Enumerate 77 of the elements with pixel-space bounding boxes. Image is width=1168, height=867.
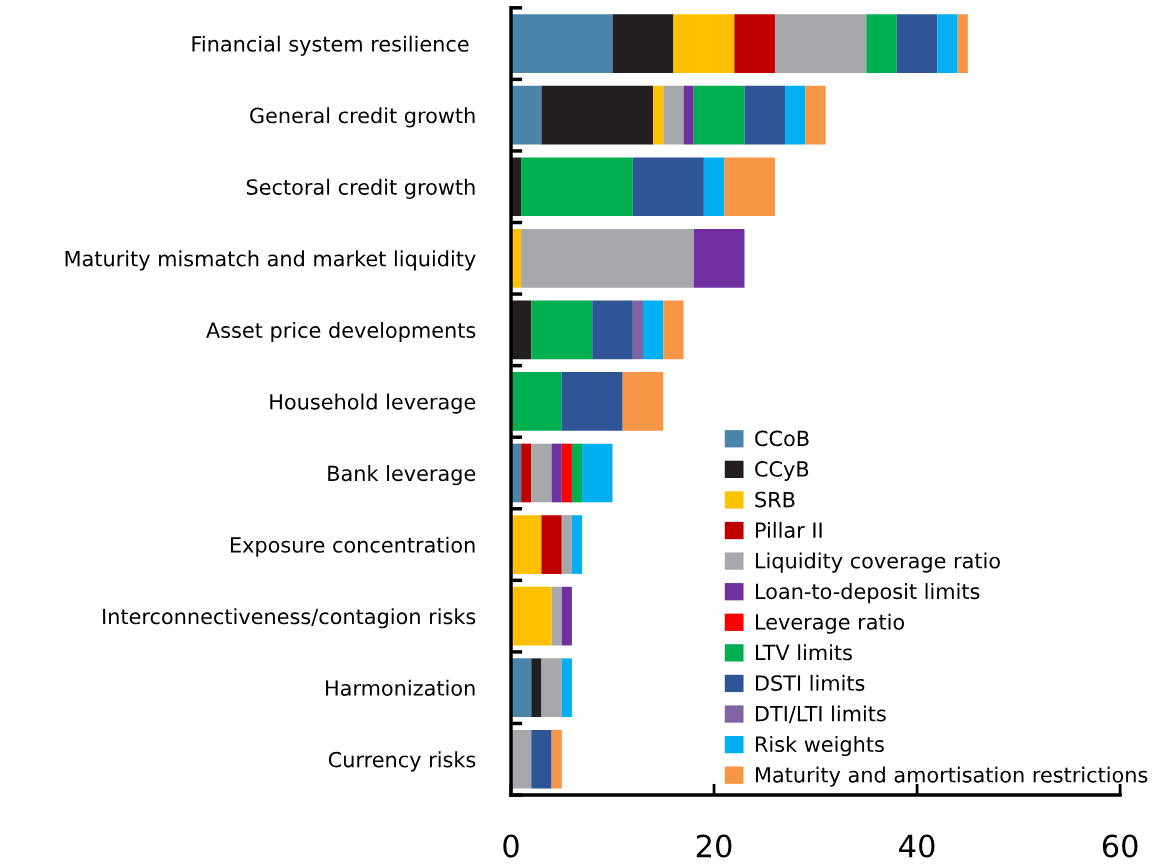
legend-label: Pillar II	[755, 521, 822, 539]
bar	[774, 14, 867, 73]
legend-label: Liquidity coverage ratio	[755, 552, 1000, 573]
bar	[724, 157, 775, 217]
bar	[622, 372, 664, 431]
y-tick-label: Harmonization	[326, 679, 475, 696]
bar	[571, 515, 583, 574]
bar	[866, 14, 897, 73]
bar	[511, 14, 613, 73]
bar	[663, 85, 684, 145]
bar	[693, 228, 745, 288]
bar	[703, 157, 725, 217]
x-tick-label: 20	[696, 834, 732, 858]
legend-label: SRB	[755, 491, 795, 508]
y-tick-label: Sectoral credit growth	[246, 178, 475, 199]
bar	[937, 14, 958, 73]
legend-label: Maturity and amortisation restrictions	[755, 766, 1148, 787]
bar	[541, 85, 654, 145]
bar	[582, 443, 613, 503]
bar	[521, 228, 694, 288]
bar	[561, 586, 572, 646]
bar	[561, 658, 572, 718]
y-tick-label: General credit growth	[250, 107, 475, 128]
bar	[541, 515, 562, 574]
legend-label: CCoB	[755, 430, 809, 447]
bar	[511, 372, 562, 431]
bar	[511, 85, 542, 145]
bar	[805, 85, 826, 145]
bar	[531, 300, 593, 360]
bar	[551, 586, 562, 646]
y-tick-label: Maturity mismatch and market liquidity	[65, 250, 476, 271]
legend-label: DSTI limits	[755, 674, 865, 691]
y-tick-label: Currency risks	[328, 751, 476, 772]
y-tick-label: Exposure concentration	[230, 536, 475, 557]
bar	[571, 443, 583, 503]
bar	[551, 729, 562, 789]
y-tick-label: Household leverage	[270, 393, 476, 414]
bar	[785, 85, 806, 145]
bar	[673, 14, 735, 73]
legend-label: LTV limits	[755, 644, 852, 661]
x-tick-label: 40	[899, 834, 935, 858]
bar	[561, 515, 572, 574]
bar	[521, 157, 633, 217]
y-tick-label: Interconnectiveness/contagion risks	[103, 608, 476, 629]
bar	[531, 658, 542, 718]
bar	[612, 14, 674, 73]
bar	[683, 85, 694, 145]
bar	[511, 515, 542, 574]
bar	[521, 443, 532, 503]
legend-label: DTI/LTI limits	[755, 705, 886, 724]
bar	[734, 14, 775, 73]
y-tick-label: Asset price developments	[206, 321, 476, 343]
bar	[744, 85, 786, 145]
y-tick-label: Bank leverage	[328, 465, 476, 486]
y-tick-label: Financial system resilience	[192, 35, 469, 56]
bar	[957, 14, 968, 73]
bar	[653, 85, 664, 145]
legend-label: Loan-to-deposit limits	[755, 583, 980, 604]
bar	[632, 157, 704, 217]
legend-label: Leverage ratio	[755, 613, 905, 634]
bar	[531, 443, 552, 503]
bar	[561, 443, 572, 503]
bar	[896, 14, 938, 73]
bar	[541, 658, 562, 718]
bar	[642, 300, 664, 360]
bar	[693, 85, 745, 145]
bar	[663, 300, 684, 360]
bar	[511, 586, 552, 646]
legend-label: CCyB	[755, 461, 809, 481]
bar	[561, 372, 623, 431]
bar	[531, 729, 552, 789]
legend-label: Risk weights	[755, 735, 884, 757]
bar	[592, 300, 633, 360]
bar	[551, 443, 562, 503]
bar	[632, 300, 643, 360]
x-tick-label: 60	[1102, 834, 1138, 858]
x-tick-label: 0	[503, 834, 519, 858]
